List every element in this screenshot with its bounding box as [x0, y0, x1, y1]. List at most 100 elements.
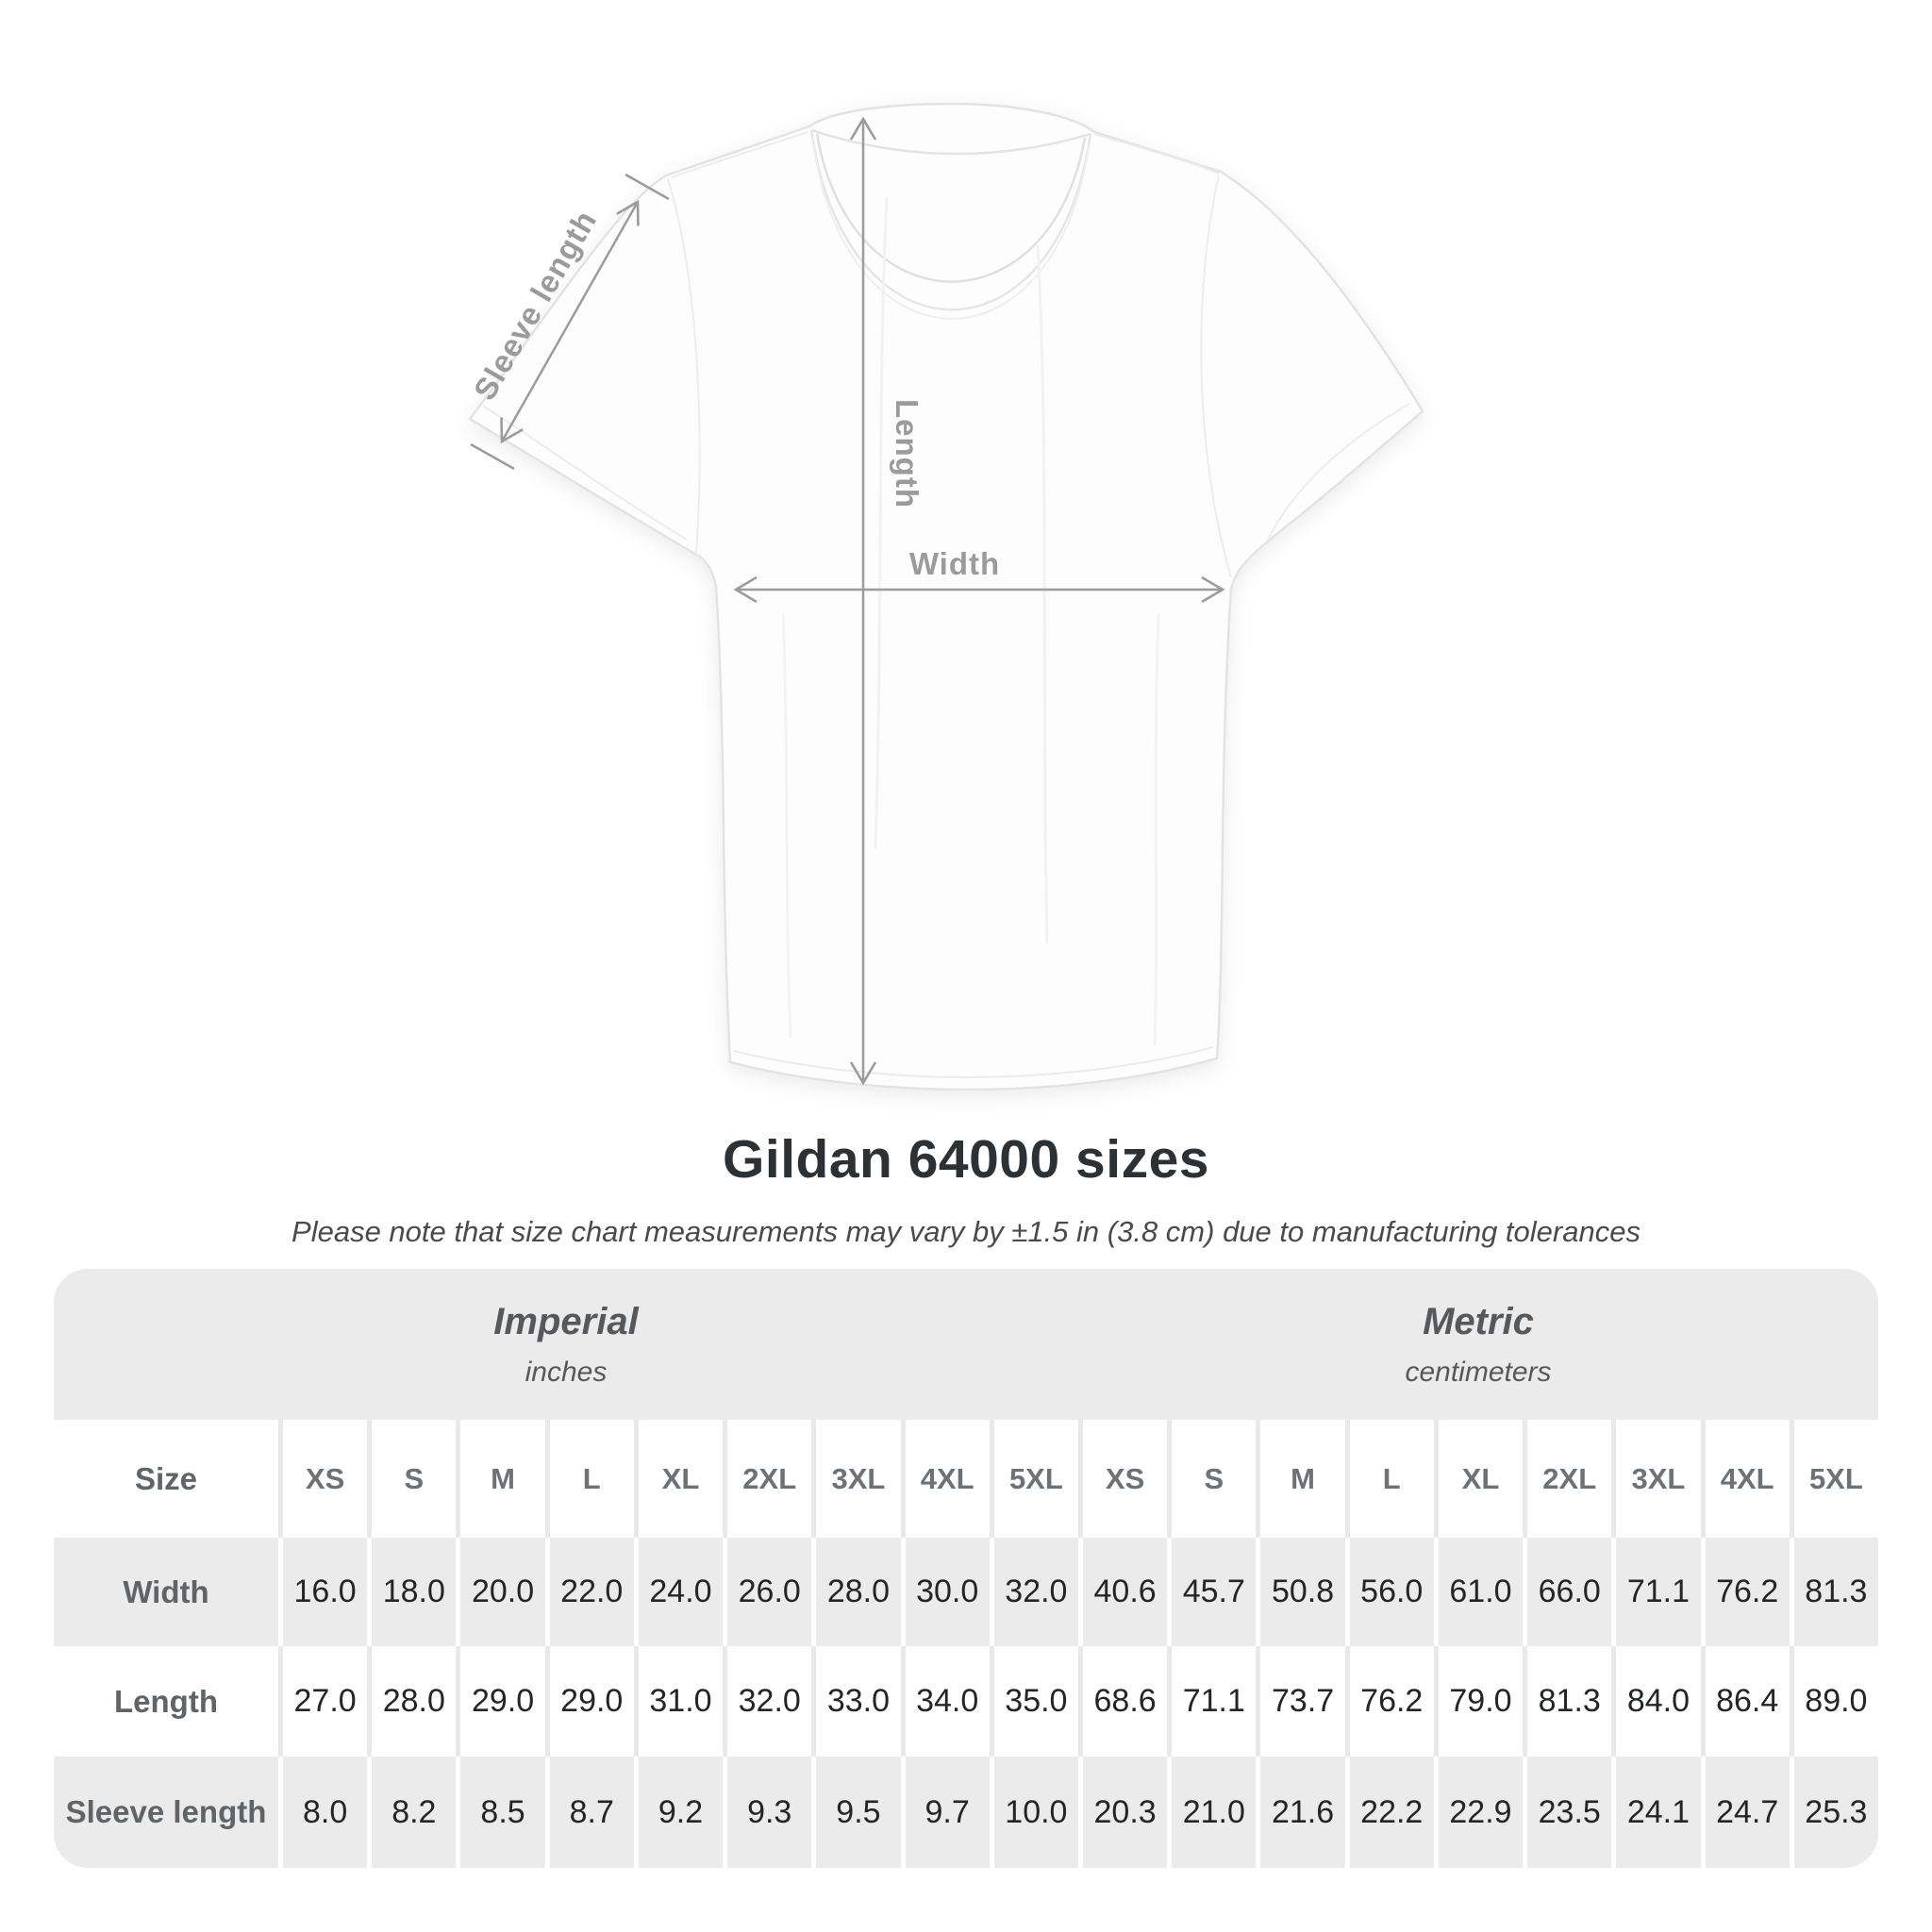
value-cell-metric: 79.0	[1433, 1646, 1524, 1757]
page-title: Gildan 64000 sizes	[723, 1129, 1209, 1190]
sleeve-measure-tick-top	[625, 173, 670, 201]
size-col-header-imperial: XL	[633, 1420, 724, 1538]
value-cell-imperial: 8.0	[278, 1757, 368, 1868]
value-cell-imperial: 28.0	[811, 1538, 901, 1646]
value-cell-metric: 73.7	[1256, 1646, 1345, 1757]
right-armhole-seam	[1200, 175, 1232, 578]
size-col-header-imperial: S	[367, 1420, 457, 1538]
group-header-metric: Metric centimeters	[1077, 1269, 1878, 1420]
sleeve-measure-tick-bottom	[470, 442, 515, 471]
value-cell-metric: 22.2	[1344, 1757, 1434, 1868]
value-cell-metric: 25.3	[1789, 1757, 1878, 1868]
size-col-header-metric: 4XL	[1700, 1420, 1790, 1538]
right-sleeve-hem-stitch	[1267, 403, 1410, 541]
value-cell-imperial: 29.0	[544, 1646, 634, 1757]
value-cell-imperial: 20.0	[456, 1538, 545, 1646]
size-col-header-imperial: L	[544, 1420, 634, 1538]
fold-line	[874, 197, 889, 850]
value-cell-imperial: 16.0	[278, 1538, 368, 1646]
size-col-header-metric: S	[1167, 1420, 1257, 1538]
size-col-header-metric: 2XL	[1523, 1420, 1612, 1538]
group-header-imperial: Imperial inches	[54, 1269, 1078, 1420]
value-cell-metric: 50.8	[1256, 1538, 1345, 1646]
size-col-header-imperial: 4XL	[900, 1420, 990, 1538]
value-cell-metric: 24.1	[1611, 1757, 1701, 1868]
left-armhole-seam	[667, 178, 701, 556]
tshirt-body	[468, 102, 1424, 1091]
width-measure-label: Width	[909, 546, 1000, 581]
value-cell-metric: 86.4	[1700, 1646, 1790, 1757]
value-cell-imperial: 9.3	[723, 1757, 812, 1868]
size-col-header-metric: XS	[1077, 1420, 1168, 1538]
collar-inner-edge	[815, 133, 1087, 283]
size-col-header-imperial: XS	[278, 1420, 368, 1538]
right-shoulder-seam	[1093, 133, 1220, 175]
length-measure-label: Length	[890, 399, 924, 508]
value-cell-imperial: 24.0	[633, 1538, 724, 1646]
fold-line	[1036, 244, 1049, 944]
bottom-hem-stitch	[733, 1046, 1214, 1079]
value-cell-metric: 66.0	[1523, 1538, 1612, 1646]
value-cell-metric: 22.9	[1433, 1757, 1524, 1868]
value-cell-metric: 89.0	[1789, 1646, 1878, 1757]
value-cell-metric: 71.1	[1611, 1538, 1701, 1646]
value-cell-imperial: 26.0	[723, 1538, 812, 1646]
row-label: Length	[54, 1646, 278, 1757]
size-col-header-imperial: 3XL	[811, 1420, 901, 1538]
value-cell-imperial: 29.0	[456, 1646, 545, 1757]
tshirt-image	[468, 102, 1424, 1091]
value-cell-imperial: 9.7	[900, 1757, 990, 1868]
value-cell-imperial: 10.0	[989, 1757, 1078, 1868]
row-label: Sleeve length	[54, 1757, 278, 1868]
value-cell-metric: 71.1	[1167, 1646, 1257, 1757]
value-cell-imperial: 9.5	[811, 1757, 901, 1868]
value-cell-metric: 24.7	[1700, 1757, 1790, 1868]
group-name-imperial: Imperial	[493, 1300, 639, 1342]
value-cell-imperial: 34.0	[900, 1646, 990, 1757]
group-name-metric: Metric	[1423, 1300, 1534, 1342]
group-unit-metric: centimeters	[1405, 1356, 1552, 1388]
value-cell-imperial: 8.7	[544, 1757, 634, 1868]
value-cell-metric: 81.3	[1789, 1538, 1878, 1646]
value-cell-metric: 21.0	[1167, 1757, 1257, 1868]
value-cell-imperial: 18.0	[367, 1538, 457, 1646]
value-cell-imperial: 9.2	[633, 1757, 724, 1868]
fold-line	[781, 612, 792, 1039]
value-cell-imperial: 33.0	[811, 1646, 901, 1757]
collar-seam	[809, 129, 1092, 311]
size-col-header-metric: XL	[1433, 1420, 1524, 1538]
value-cell-imperial: 32.0	[989, 1538, 1078, 1646]
value-cell-imperial: 30.0	[900, 1538, 990, 1646]
group-unit-imperial: inches	[525, 1356, 608, 1388]
size-col-header-metric: 5XL	[1789, 1420, 1878, 1538]
size-col-header-metric: L	[1344, 1420, 1434, 1538]
size-col-header-metric: 3XL	[1611, 1420, 1701, 1538]
measurement-annotations	[470, 116, 1225, 1086]
value-cell-imperial: 27.0	[278, 1646, 368, 1757]
value-cell-metric: 84.0	[1611, 1646, 1701, 1757]
value-cell-metric: 40.6	[1077, 1538, 1168, 1646]
value-cell-metric: 21.6	[1256, 1757, 1345, 1868]
left-shoulder-seam	[671, 131, 808, 178]
collar-back-edge	[810, 128, 1091, 156]
value-cell-metric: 81.3	[1523, 1646, 1612, 1757]
value-cell-imperial: 8.2	[367, 1757, 457, 1868]
size-col-header-imperial: M	[456, 1420, 545, 1538]
value-cell-metric: 56.0	[1344, 1538, 1434, 1646]
value-cell-metric: 20.3	[1077, 1757, 1168, 1868]
value-cell-imperial: 28.0	[367, 1646, 457, 1757]
tshirt-measurement-diagram: Length Width Sleeve length	[467, 102, 1424, 1091]
collar-stitch	[812, 142, 1090, 320]
size-col-header-imperial: 2XL	[723, 1420, 812, 1538]
value-cell-imperial: 32.0	[723, 1646, 812, 1757]
sleeve-measure-line	[500, 199, 640, 444]
size-table: Imperial inches Metric centimeters Size X…	[54, 1269, 1878, 1868]
size-col-header-imperial: 5XL	[989, 1420, 1078, 1538]
value-cell-metric: 61.0	[1433, 1538, 1524, 1646]
value-cell-metric: 76.2	[1700, 1538, 1790, 1646]
row-label: Width	[54, 1538, 278, 1646]
title-block: Gildan 64000 sizes Please note that size…	[0, 1128, 1932, 1249]
value-cell-metric: 23.5	[1523, 1757, 1612, 1868]
tolerance-note: Please note that size chart measurements…	[291, 1215, 1641, 1248]
